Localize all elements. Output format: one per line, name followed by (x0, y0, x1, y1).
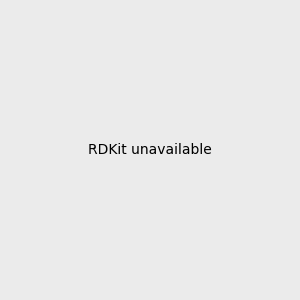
Text: RDKit unavailable: RDKit unavailable (88, 143, 212, 157)
